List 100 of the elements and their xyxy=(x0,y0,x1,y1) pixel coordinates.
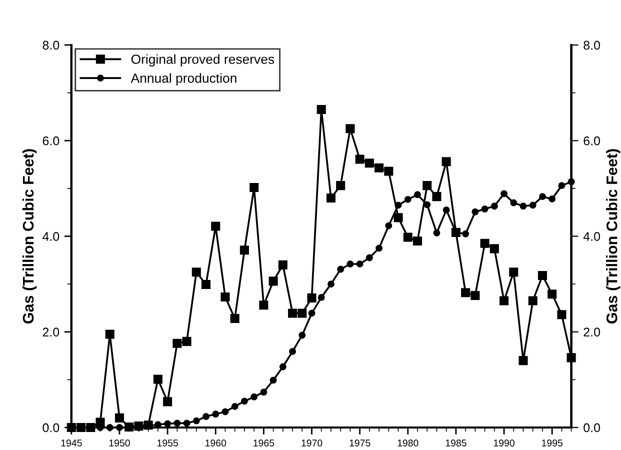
point xyxy=(211,222,220,231)
point xyxy=(394,213,403,222)
point xyxy=(500,296,509,306)
point xyxy=(105,330,114,339)
point xyxy=(153,374,162,384)
point xyxy=(220,292,230,302)
point xyxy=(230,314,240,323)
point xyxy=(480,238,490,248)
point xyxy=(539,193,546,200)
x-tick-label: 1990 xyxy=(494,440,514,446)
point xyxy=(164,420,172,428)
point xyxy=(442,157,451,166)
point xyxy=(366,254,373,262)
point xyxy=(336,181,346,190)
point xyxy=(346,124,355,134)
point xyxy=(509,268,518,277)
x-tick-label: 1975 xyxy=(350,440,370,446)
point xyxy=(298,332,306,339)
x-tick-label: 1980 xyxy=(398,440,418,446)
point xyxy=(114,413,124,422)
legend-label: Original proved reserves xyxy=(131,54,274,67)
point xyxy=(270,376,277,384)
point xyxy=(192,268,201,277)
point xyxy=(231,402,238,410)
y2-tick-label: 4.0 xyxy=(583,232,600,241)
point xyxy=(318,294,325,301)
point xyxy=(461,288,470,298)
point xyxy=(222,408,229,416)
point xyxy=(394,202,402,209)
x-tick-label: 1945 xyxy=(61,440,82,446)
point xyxy=(433,229,440,236)
point xyxy=(424,201,431,208)
point xyxy=(212,410,220,418)
point xyxy=(490,202,498,210)
x-tick-label: 1970 xyxy=(302,440,322,446)
point xyxy=(538,270,547,280)
y-tick-label: 0.0 xyxy=(42,423,60,432)
point xyxy=(472,208,479,216)
point xyxy=(470,291,480,300)
point xyxy=(279,363,286,370)
point xyxy=(250,393,258,400)
y-tick-label: 2.0 xyxy=(42,328,60,337)
x-tick-label: 1955 xyxy=(157,440,178,446)
x-tick-label: 1995 xyxy=(542,440,562,446)
point xyxy=(385,222,392,230)
point xyxy=(412,236,422,246)
point xyxy=(337,266,344,273)
point xyxy=(548,195,556,202)
point xyxy=(403,232,412,242)
point xyxy=(250,182,259,192)
point xyxy=(422,181,432,190)
point xyxy=(384,166,394,176)
point xyxy=(240,398,248,405)
y2-tick-label: 6.0 xyxy=(584,136,600,146)
point xyxy=(201,280,211,290)
point xyxy=(376,244,383,252)
x-tick-label: 1965 xyxy=(254,440,274,446)
point xyxy=(288,308,298,318)
point xyxy=(355,154,364,164)
point xyxy=(183,420,190,427)
point xyxy=(326,193,336,203)
point xyxy=(557,310,566,320)
point xyxy=(192,417,200,424)
point xyxy=(278,260,288,270)
point xyxy=(172,338,182,348)
point xyxy=(240,246,249,255)
point xyxy=(500,190,508,198)
point xyxy=(374,163,384,172)
point xyxy=(404,196,412,203)
y2-tick-label: 0.0 xyxy=(584,423,600,432)
point xyxy=(298,308,307,318)
point xyxy=(364,158,374,168)
point xyxy=(442,206,450,214)
y-tick-label: 6.0 xyxy=(42,136,60,146)
point xyxy=(520,202,527,210)
y-tick-label: 8.0 xyxy=(42,40,60,50)
y-axis-title: Gas (Trillion Cubic Feet) xyxy=(22,149,37,324)
point xyxy=(490,244,499,254)
point xyxy=(356,260,364,268)
point xyxy=(259,300,268,310)
x-tick-label: 1950 xyxy=(109,440,130,446)
point xyxy=(307,293,316,302)
y2-tick-label: 8.0 xyxy=(584,40,600,50)
point xyxy=(529,202,536,209)
point xyxy=(518,356,528,366)
point xyxy=(558,182,566,190)
point xyxy=(510,199,518,206)
point xyxy=(268,276,278,286)
point xyxy=(182,336,192,346)
point xyxy=(174,420,181,427)
point xyxy=(316,105,326,114)
point xyxy=(548,290,557,299)
point xyxy=(308,310,316,317)
point xyxy=(289,348,296,355)
point xyxy=(462,230,470,238)
x-tick-label: 1985 xyxy=(446,440,466,446)
point xyxy=(414,191,421,198)
y-tick-label: 4.0 xyxy=(42,232,60,241)
y2-tick-label: 2.0 xyxy=(584,328,600,337)
point xyxy=(481,206,488,212)
